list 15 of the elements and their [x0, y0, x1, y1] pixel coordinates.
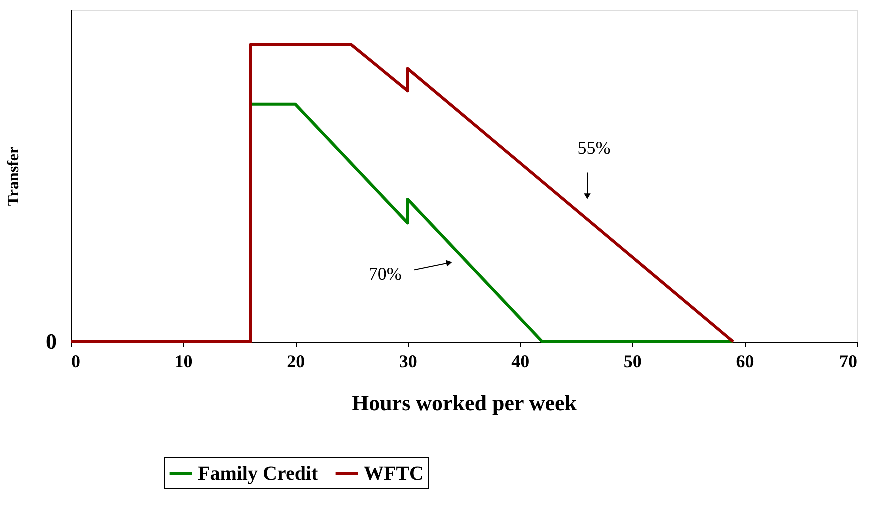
x-tick-label: 20 [287, 352, 306, 372]
annotation: 55% [578, 138, 611, 158]
annotation: 70% [368, 264, 402, 284]
y-axis-title: Transfer [6, 146, 22, 206]
x-tick-label: 30 [399, 352, 418, 372]
x-axis-title: Hours worked per week [352, 390, 578, 416]
legend-label: Family Credit [198, 463, 319, 485]
text: 0 [46, 329, 57, 354]
x-tick-label: 70 [840, 352, 858, 372]
x-tick-label: 0 [72, 352, 80, 372]
x-tick-label: 60 [736, 352, 754, 372]
x-tick-label: 50 [624, 352, 642, 372]
x-tick-label: 40 [512, 352, 530, 372]
x-tick-label: 10 [174, 352, 193, 372]
legend-label: WFTC [364, 463, 424, 485]
